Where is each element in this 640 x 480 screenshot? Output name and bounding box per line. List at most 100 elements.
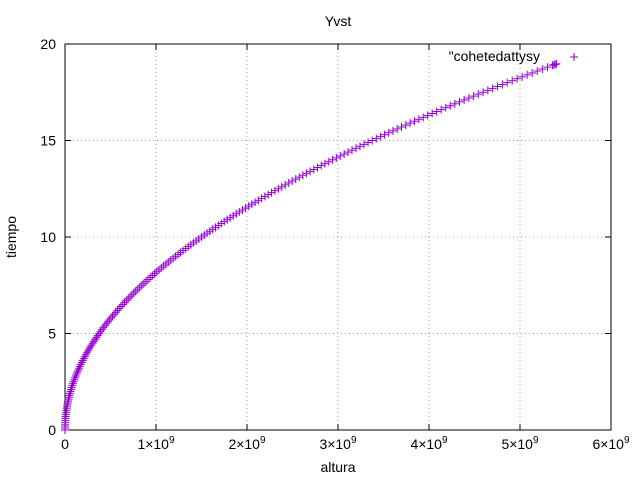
data-point bbox=[410, 117, 419, 126]
data-point bbox=[146, 273, 155, 282]
data-point bbox=[70, 375, 79, 384]
x-axis-label: altura bbox=[320, 459, 355, 475]
data-point bbox=[67, 385, 76, 394]
data-point bbox=[388, 126, 397, 135]
data-point bbox=[277, 182, 286, 191]
data-point bbox=[148, 271, 157, 280]
x-tick-mantissa: 3×10 bbox=[319, 436, 351, 452]
data-point bbox=[488, 84, 497, 93]
data-point bbox=[423, 111, 432, 120]
data-point bbox=[302, 169, 311, 178]
data-point bbox=[414, 115, 423, 124]
data-point bbox=[446, 101, 455, 110]
data-point bbox=[124, 294, 133, 303]
data-point bbox=[419, 113, 428, 122]
data-point bbox=[267, 188, 276, 197]
data-point bbox=[110, 310, 119, 319]
x-tick-mantissa: 1×10 bbox=[137, 436, 169, 452]
x-tick-exponent: 9 bbox=[533, 435, 539, 446]
data-point bbox=[498, 80, 507, 89]
data-point bbox=[152, 267, 161, 276]
y-tick-label: 15 bbox=[40, 133, 56, 149]
data-point bbox=[131, 287, 140, 296]
data-point bbox=[460, 95, 469, 104]
data-point bbox=[528, 68, 537, 77]
data-point bbox=[483, 86, 492, 95]
x-tick-exponent: 9 bbox=[169, 435, 175, 446]
data-point bbox=[122, 296, 131, 305]
data-point bbox=[251, 198, 260, 207]
data-point bbox=[281, 180, 290, 189]
data-point bbox=[105, 315, 114, 324]
legend-label: "cohetedattysy bbox=[449, 48, 540, 64]
data-point bbox=[298, 171, 307, 180]
data-point bbox=[75, 362, 84, 371]
data-point bbox=[479, 88, 488, 97]
y-tick-label: 10 bbox=[40, 229, 56, 245]
data-point bbox=[503, 78, 512, 87]
data-point bbox=[129, 288, 138, 297]
data-point bbox=[432, 107, 441, 116]
x-tick-mantissa: 0 bbox=[61, 436, 69, 452]
data-point bbox=[133, 285, 142, 294]
data-point bbox=[150, 269, 159, 278]
data-point bbox=[401, 121, 410, 130]
data-point bbox=[309, 165, 318, 174]
data-point bbox=[348, 146, 357, 155]
data-point bbox=[474, 90, 483, 99]
data-point bbox=[543, 63, 552, 72]
legend: "cohetedattysy bbox=[449, 48, 578, 64]
data-point bbox=[67, 383, 76, 392]
x-tick-exponent: 9 bbox=[624, 435, 630, 446]
data-point bbox=[523, 70, 532, 79]
x-tick-label: 5×109 bbox=[501, 435, 539, 452]
data-point bbox=[118, 300, 127, 309]
data-point bbox=[78, 356, 87, 365]
data-point bbox=[355, 142, 364, 151]
data-point bbox=[111, 308, 120, 317]
data-point bbox=[324, 157, 333, 166]
data-point bbox=[464, 94, 473, 103]
data-point bbox=[332, 153, 341, 162]
data-point bbox=[65, 391, 74, 400]
x-tick-label: 6×109 bbox=[592, 435, 630, 452]
y-tick-label: 5 bbox=[48, 326, 56, 342]
data-point bbox=[538, 65, 547, 74]
data-point bbox=[264, 190, 273, 199]
data-point bbox=[75, 364, 84, 373]
axis-ticks bbox=[64, 43, 612, 431]
data-point bbox=[513, 74, 522, 83]
x-tick-mantissa: 4×10 bbox=[410, 436, 442, 452]
data-point bbox=[288, 177, 297, 186]
data-point bbox=[351, 144, 360, 153]
data-point bbox=[306, 167, 315, 176]
data-point bbox=[70, 373, 79, 382]
y-tick-labels: 0 5 10 15 20 bbox=[40, 36, 56, 438]
data-point bbox=[518, 72, 527, 81]
data-point bbox=[68, 379, 77, 388]
data-point bbox=[291, 175, 300, 184]
data-point bbox=[393, 124, 402, 133]
data-point bbox=[260, 192, 269, 201]
gridlines bbox=[65, 44, 611, 430]
data-point bbox=[270, 186, 279, 195]
data-point bbox=[284, 178, 293, 187]
data-point bbox=[80, 352, 89, 361]
data-point bbox=[437, 105, 446, 114]
data-point bbox=[116, 302, 125, 311]
x-tick-mantissa: 2×10 bbox=[228, 436, 260, 452]
data-point bbox=[79, 354, 88, 363]
data-point bbox=[127, 290, 136, 299]
data-point bbox=[406, 119, 415, 128]
data-point bbox=[115, 304, 124, 313]
data-point bbox=[344, 148, 353, 157]
data-point bbox=[384, 128, 393, 137]
data-point bbox=[73, 368, 82, 377]
legend-marker bbox=[570, 53, 578, 61]
data-point bbox=[71, 371, 80, 380]
data-point bbox=[125, 292, 134, 301]
series-points bbox=[61, 59, 561, 434]
x-tick-mantissa: 5×10 bbox=[501, 436, 533, 452]
